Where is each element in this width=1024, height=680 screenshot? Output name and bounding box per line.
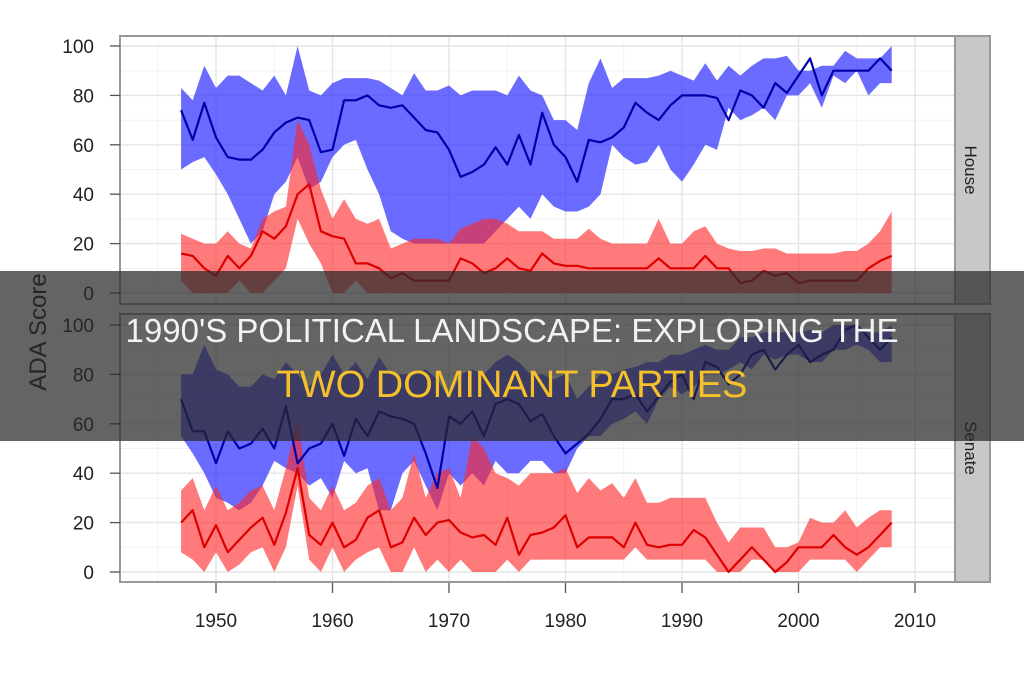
y-tick-label: 0	[83, 563, 94, 584]
y-tick-label: 40	[73, 464, 94, 485]
x-axis: 1950 1960 1970 1980 1990 2000 2010	[195, 583, 936, 632]
house-republican-band	[181, 120, 892, 293]
house-y-axis: 020406080100	[62, 37, 120, 305]
x-tick-label: 1980	[544, 611, 586, 632]
x-tick-label: 1950	[195, 611, 237, 632]
y-tick-label: 20	[73, 514, 94, 535]
house-panel: 020406080100 House	[62, 35, 991, 305]
y-tick-label: 80	[73, 86, 94, 107]
x-tick-label: 2000	[777, 611, 819, 632]
y-tick-label: 40	[73, 185, 94, 206]
banner-title-line2: TWO DOMINANT PARTIES	[276, 364, 748, 406]
house-strip	[954, 35, 991, 305]
y-tick-label: 20	[73, 235, 94, 256]
title-banner	[0, 271, 1024, 441]
house-strip-label: House	[961, 145, 980, 194]
banner-title-line1: 1990'S POLITICAL LANDSCAPE: EXPLORING TH…	[125, 312, 899, 349]
house-democrat-band	[181, 46, 892, 244]
x-tick-label: 1970	[428, 611, 470, 632]
y-tick-label: 60	[73, 136, 94, 157]
x-tick-label: 1990	[661, 611, 703, 632]
house-democrat-median-line	[180, 57, 893, 183]
x-tick-label: 2010	[894, 611, 936, 632]
senate-republican-median-line	[180, 467, 893, 574]
x-tick-label: 1960	[311, 611, 353, 632]
y-tick-label: 100	[62, 37, 94, 58]
